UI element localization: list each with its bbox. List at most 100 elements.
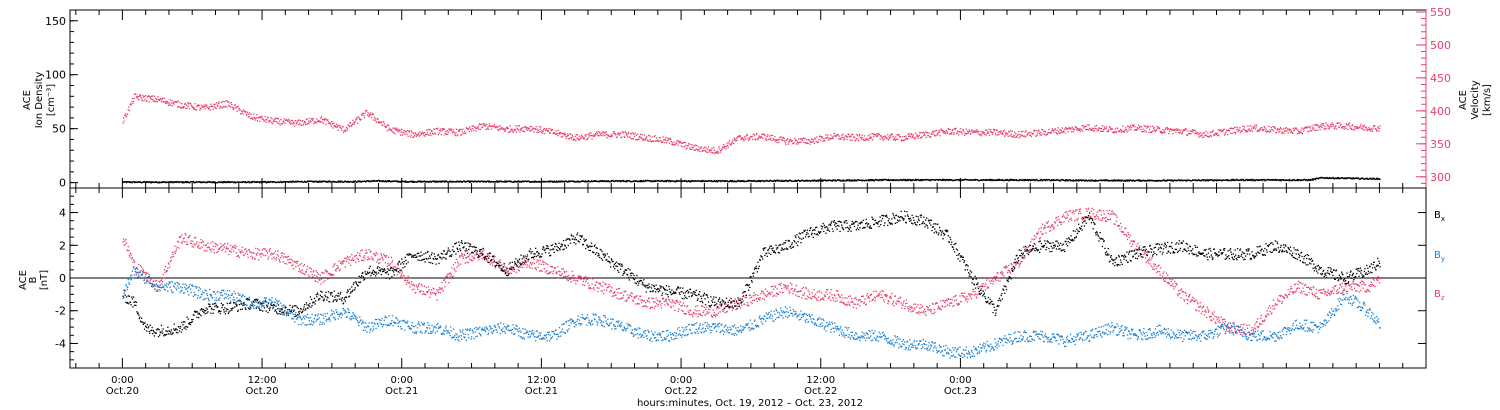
bz-point — [361, 249, 363, 251]
velocity-point — [440, 134, 442, 136]
velocity-point — [940, 128, 942, 130]
velocity-point — [457, 134, 459, 136]
velocity-point — [352, 119, 354, 122]
velocity-point — [713, 147, 715, 149]
velocity-point — [814, 138, 817, 140]
velocity-point — [589, 132, 591, 134]
velocity-point — [1101, 125, 1104, 127]
velocity-point — [327, 121, 330, 123]
bz-point — [200, 239, 202, 241]
velocity-point — [498, 125, 500, 128]
velocity-point — [392, 127, 394, 129]
velocity-point — [496, 126, 498, 128]
velocity-point — [135, 93, 137, 95]
bz-point — [356, 252, 359, 254]
density-point — [352, 181, 354, 183]
density-point — [387, 180, 389, 183]
velocity-point — [1144, 125, 1147, 128]
velocity-point — [993, 129, 995, 132]
velocity-point — [173, 101, 175, 103]
density-point — [429, 181, 431, 183]
density-point — [251, 181, 253, 183]
density-point — [411, 180, 413, 183]
bz-point — [258, 249, 260, 251]
velocity-point — [801, 139, 803, 141]
velocity-point — [369, 115, 371, 117]
density-point — [538, 180, 540, 182]
velocity-point — [233, 107, 235, 109]
density-point — [1126, 179, 1128, 181]
velocity-point — [1376, 129, 1378, 131]
bz-point — [199, 241, 201, 244]
velocity-point — [301, 124, 303, 126]
velocity-point — [408, 131, 410, 133]
bz-point — [356, 257, 358, 259]
velocity-point — [125, 116, 128, 118]
density-point — [555, 180, 558, 182]
bz-point — [192, 246, 195, 248]
velocity-point — [136, 95, 138, 98]
velocity-point — [1337, 122, 1339, 124]
velocity-point — [550, 128, 552, 130]
velocity-point — [845, 135, 847, 137]
density-point — [1005, 178, 1007, 181]
density-point — [842, 179, 844, 181]
velocity-point — [1284, 127, 1286, 129]
velocity-point — [812, 138, 814, 141]
velocity-point — [1149, 128, 1151, 130]
velocity-point — [1286, 130, 1288, 132]
velocity-point — [230, 101, 232, 104]
velocity-point — [182, 106, 184, 108]
bz-point — [348, 262, 350, 264]
velocity-point — [831, 136, 834, 138]
velocity-point — [193, 107, 195, 109]
velocity-point — [663, 141, 665, 144]
velocity-point — [1040, 134, 1042, 136]
velocity-point — [142, 96, 144, 98]
density-point — [244, 181, 246, 183]
density-point — [533, 180, 536, 182]
bz-point — [428, 289, 430, 291]
density-point — [958, 179, 960, 181]
velocity-point — [572, 139, 575, 141]
density-point — [909, 179, 911, 181]
velocity-point — [131, 97, 133, 100]
velocity-point — [665, 136, 667, 139]
bz-point — [145, 271, 147, 274]
density-point — [1178, 179, 1180, 181]
density-point — [1376, 177, 1378, 179]
velocity-point — [137, 96, 139, 98]
velocity-point — [1316, 124, 1318, 127]
density-point — [1062, 179, 1064, 181]
density-point — [1312, 179, 1314, 181]
velocity-point — [1362, 128, 1364, 131]
bz-point — [401, 271, 403, 273]
velocity-point — [775, 139, 777, 141]
velocity-point — [574, 139, 576, 141]
density-point — [1165, 179, 1167, 181]
velocity-point — [693, 145, 696, 147]
density-point — [903, 178, 905, 180]
velocity-point — [1192, 129, 1194, 131]
density-point — [1029, 180, 1031, 182]
velocity-point — [1174, 129, 1176, 131]
velocity-point — [758, 135, 760, 137]
density-point — [1191, 180, 1193, 182]
density-point — [1288, 178, 1290, 181]
top-y2tick-label: 300 — [1430, 171, 1451, 184]
velocity-point — [486, 123, 488, 126]
velocity-point — [363, 117, 366, 119]
velocity-point — [732, 142, 735, 145]
velocity-point — [320, 117, 322, 119]
bz-point — [417, 285, 419, 288]
velocity-point — [156, 98, 158, 100]
velocity-point — [468, 130, 470, 133]
velocity-point — [148, 101, 150, 103]
bz-point — [202, 240, 204, 242]
bz-point — [195, 243, 197, 245]
density-point — [144, 181, 146, 183]
velocity-point — [1020, 131, 1023, 133]
velocity-point — [1263, 128, 1265, 131]
velocity-point — [579, 135, 581, 137]
density-point — [1254, 180, 1257, 182]
